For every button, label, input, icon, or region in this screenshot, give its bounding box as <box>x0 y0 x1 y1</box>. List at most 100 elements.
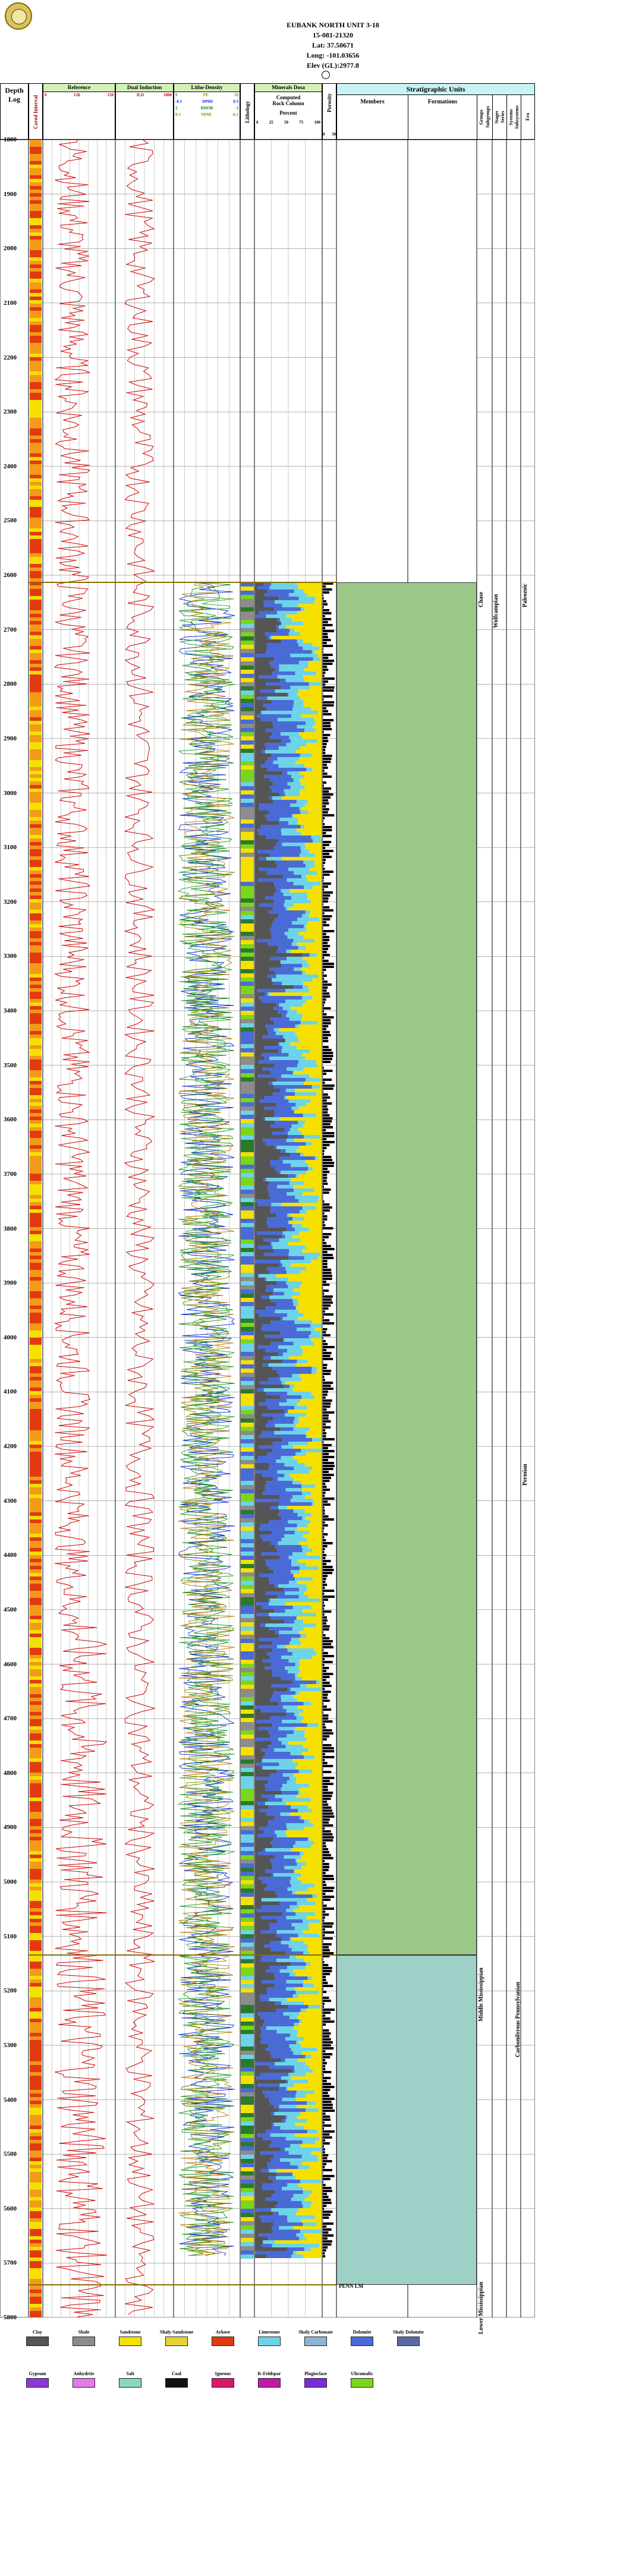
mineral-band <box>306 2073 322 2076</box>
mineral-band <box>296 2233 304 2237</box>
mineral-band <box>255 600 264 604</box>
lithology-band <box>241 1439 254 1443</box>
cored-interval-band <box>30 1031 42 1035</box>
porosity-bar <box>323 826 332 828</box>
mineral-band <box>258 2012 284 2016</box>
cored-interval-band <box>30 1124 42 1127</box>
mineral-band <box>311 1844 322 1848</box>
mineral-band <box>255 907 273 910</box>
mineral-band <box>269 1577 295 1581</box>
cored-interval-band <box>30 771 42 774</box>
mineral-band <box>255 1139 263 1142</box>
porosity-bar <box>323 1108 329 1111</box>
depth-tick-label: 1800 <box>4 136 17 143</box>
mineral-band <box>293 778 300 782</box>
mineral-band <box>279 1156 315 1160</box>
cored-interval-band <box>30 1708 42 1712</box>
mineral-band <box>279 1117 322 1121</box>
mineral-band <box>304 1153 322 1156</box>
lithology-band <box>241 1697 254 1701</box>
cored-interval-band <box>30 2268 42 2272</box>
depth-tick-label: 3200 <box>4 898 17 906</box>
mineral-band <box>261 1795 275 1798</box>
mineral-band <box>300 2009 306 2012</box>
mineral-band <box>273 1288 294 1292</box>
porosity-bar <box>323 1625 330 1628</box>
legend-swatch <box>119 2378 141 2388</box>
lithology-band <box>241 1485 254 1489</box>
mineral-band <box>255 1089 281 1092</box>
porosity-bar <box>323 1560 331 1562</box>
lithology-band <box>241 1764 254 1768</box>
mineral-band <box>290 2033 298 2037</box>
porosity-bar <box>323 1420 331 1423</box>
porosity-bar <box>323 1310 325 1313</box>
mineral-band <box>255 1492 263 1495</box>
depth-tick-label: 4000 <box>4 1333 17 1341</box>
cored-interval-band <box>30 2101 42 2104</box>
mineral-band <box>312 1320 322 1324</box>
cored-interval-band <box>30 1566 42 1569</box>
mineral-band <box>321 1449 322 1452</box>
mineral-band <box>255 2247 288 2251</box>
mineral-band <box>275 1976 308 1980</box>
mineral-band <box>275 1631 279 1634</box>
cored-interval-band <box>30 489 42 493</box>
cored-interval-band <box>30 1391 42 1395</box>
lithology-band <box>241 1086 254 1090</box>
porosity-bar <box>323 639 331 641</box>
mineral-band <box>288 1556 321 1559</box>
cored-interval-band <box>30 396 42 400</box>
mineral-band <box>269 1602 286 1606</box>
mineral-band <box>266 1288 273 1292</box>
mineral-band <box>302 1677 322 1680</box>
legend-label: Shale <box>78 2329 90 2335</box>
cored-interval-band <box>30 2175 42 2179</box>
mineral-band <box>282 1784 309 1787</box>
mineral-band <box>295 1452 306 1456</box>
porosity-bar <box>323 1489 330 1491</box>
mineral-band <box>255 1556 280 1559</box>
mineral-band <box>263 1659 289 1663</box>
mineral-band <box>255 1795 262 1798</box>
rhob-min: 2 <box>175 106 178 111</box>
porosity-bar <box>323 2014 326 2017</box>
mineral-band <box>272 1866 285 1869</box>
cored-interval-band <box>30 603 42 607</box>
mineral-band <box>255 786 270 789</box>
lithology-band <box>241 616 254 620</box>
lithology-band <box>241 1418 254 1423</box>
mineral-band <box>256 1720 282 1723</box>
porosity-bar <box>323 773 328 775</box>
mineral-band <box>255 914 279 917</box>
mineral-band <box>270 1941 281 1944</box>
porosity-bar <box>323 1967 332 1969</box>
lithology-band <box>241 969 254 973</box>
mineral-band <box>255 2233 259 2237</box>
legend-item: Dolomite <box>341 2329 383 2346</box>
mineral-band <box>290 686 310 689</box>
cored-interval-band <box>30 336 42 339</box>
cored-interval-band <box>30 1969 42 1972</box>
mineral-band <box>255 1135 288 1139</box>
depth-tick-label: 5700 <box>4 2259 17 2267</box>
mineral-band <box>291 921 308 925</box>
mineral-band <box>255 1406 268 1410</box>
lithology-band <box>241 840 254 844</box>
cored-interval-band <box>30 1587 42 1591</box>
mineral-band <box>255 1160 271 1164</box>
cored-interval-band <box>30 2108 42 2111</box>
cored-interval-band <box>30 2051 42 2054</box>
cored-interval-band <box>30 2069 42 2072</box>
mineral-band <box>255 1292 273 1295</box>
mineral-band <box>272 789 284 793</box>
cored-interval-band <box>30 2143 42 2147</box>
porosity-bar <box>323 2056 331 2058</box>
mineral-band <box>284 1588 300 1591</box>
mineral-band <box>255 1434 260 1438</box>
porosity-bar <box>323 2216 329 2219</box>
mineral-band <box>255 1934 277 1937</box>
cored-interval-band <box>30 578 42 582</box>
cored-interval-band <box>30 321 42 325</box>
mineral-band <box>265 1335 309 1338</box>
